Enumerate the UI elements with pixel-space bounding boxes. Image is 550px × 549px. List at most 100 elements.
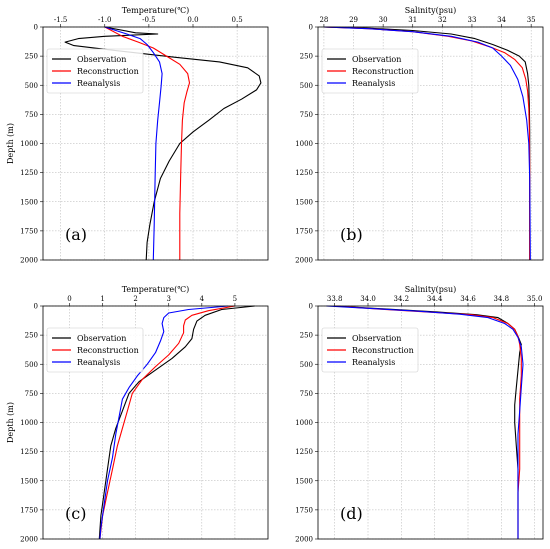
panel-d: 33.8 34.0 34.2 34.4 34.6 34.8 35.0 0 250 500 750 10…: [295, 285, 544, 544]
y-tick-label: 500: [25, 82, 38, 90]
legend-label: Reconstruction: [352, 67, 414, 76]
legend: Observation Reconstruction Reanalysis: [321, 327, 419, 373]
legend-label: Observation: [352, 334, 401, 343]
y-tick-label: 250: [25, 53, 38, 61]
y-tick-label: 750: [25, 111, 38, 119]
panel-label: (b): [340, 225, 363, 244]
y-tick-label: 1000: [20, 140, 38, 148]
series-line-observation: [98, 305, 255, 540]
y-tick-label: 1000: [20, 419, 38, 427]
legend-label: Observation: [352, 55, 401, 64]
x-axis-title: Salinity(psu): [405, 6, 456, 15]
legend-box: [46, 48, 144, 94]
series-line-reanalysis: [323, 26, 531, 261]
series-line-reanalysis: [104, 26, 163, 261]
y-tick-label: 250: [300, 53, 313, 61]
legend-box: [321, 48, 419, 94]
y-tick-label: 1250: [20, 448, 38, 456]
x-tick-label: 35: [527, 16, 536, 24]
legend-box: [321, 327, 419, 373]
y-tick-label: 750: [300, 390, 313, 398]
x-tick-label: 0: [67, 295, 71, 303]
x-axis-title: Salinity(psu): [405, 285, 456, 294]
x-tick-label: 29: [349, 16, 358, 24]
x-tick-label: 0.0: [187, 16, 198, 24]
y-tick-label: 1500: [20, 477, 38, 485]
y-tick-label: 500: [300, 361, 313, 369]
y-tick-label: 0: [309, 24, 313, 32]
series-line-reanalysis: [99, 305, 229, 540]
y-tick-label: 1000: [295, 419, 313, 427]
y-tick-label: 750: [25, 390, 38, 398]
panel-label: (d): [340, 504, 363, 523]
x-tick-label: 34.4: [427, 295, 443, 303]
x-tick-label: 28: [319, 16, 328, 24]
y-tick-label: 2000: [295, 536, 313, 544]
y-tick-label: 1750: [295, 227, 313, 235]
x-tick-label: 33.8: [327, 295, 343, 303]
y-tick-label: 1750: [20, 506, 38, 514]
legend-label: Observation: [77, 334, 126, 343]
legend: Observation Reconstruction Reanalysis: [46, 48, 144, 94]
x-tick-label: 4: [200, 295, 205, 303]
legend: Observation Reconstruction Reanalysis: [321, 48, 419, 94]
x-tick-label: 0.5: [232, 16, 243, 24]
panel-label: (c): [65, 504, 86, 523]
y-tick-label: 0: [34, 303, 38, 311]
x-tick-label: 34.8: [494, 295, 510, 303]
y-tick-label: 250: [300, 332, 313, 340]
x-tick-label: -1.5: [54, 16, 68, 24]
series-line-reconstruction: [99, 305, 235, 540]
x-axis-title: Temperature(℃): [122, 6, 190, 15]
x-tick-label: 32: [438, 16, 447, 24]
legend: Observation Reconstruction Reanalysis: [46, 327, 144, 373]
legend-label: Reconstruction: [352, 346, 414, 355]
y-tick-label: 250: [25, 332, 38, 340]
x-tick-label: -1.0: [98, 16, 112, 24]
y-tick-label: 500: [25, 361, 38, 369]
x-tick-label: 34.0: [360, 295, 376, 303]
y-tick-label: 2000: [20, 536, 38, 544]
y-tick-label: 1750: [20, 227, 38, 235]
y-tick-label: 1500: [295, 198, 313, 206]
y-tick-label: 1750: [295, 506, 313, 514]
y-tick-label: 1250: [20, 169, 38, 177]
x-tick-label: -0.5: [142, 16, 156, 24]
panel-a: -1.5 -1.0 -0.5 0.0 0.5 0 250 500 750 1000 1250 1500…: [6, 6, 269, 265]
y-tick-label: 500: [300, 82, 313, 90]
y-axis-title: Depth (m): [6, 402, 15, 443]
y-axis-title: Depth (m): [6, 123, 15, 164]
x-tick-label: 1: [100, 295, 104, 303]
panel-label: (a): [65, 225, 87, 244]
x-tick-label: 3: [167, 295, 171, 303]
x-tick-label: 34: [497, 16, 506, 24]
panel-c: 0 1 2 3 4 5 0 250 500 750 1000 1250 1500 1750 2000 Temp…: [6, 285, 269, 544]
y-tick-label: 1250: [295, 169, 313, 177]
y-tick-label: 0: [309, 303, 313, 311]
legend-label: Reanalysis: [77, 358, 120, 367]
legend-label: Reconstruction: [77, 346, 139, 355]
legend-label: Reanalysis: [352, 358, 395, 367]
x-tick-label: 5: [233, 295, 237, 303]
x-tick-label: 2: [133, 295, 137, 303]
y-tick-label: 2000: [295, 257, 313, 265]
y-tick-label: 1000: [295, 140, 313, 148]
y-tick-label: 750: [300, 111, 313, 119]
x-tick-label: 34.2: [394, 295, 410, 303]
y-tick-label: 2000: [20, 257, 38, 265]
series-line-reanalysis: [326, 305, 524, 539]
y-tick-label: 1500: [295, 477, 313, 485]
y-tick-label: 1250: [295, 448, 313, 456]
x-tick-label: 34.6: [460, 295, 476, 303]
y-tick-label: 1500: [20, 198, 38, 206]
series-line-observation: [64, 26, 262, 261]
x-axis-title: Temperature(℃): [122, 285, 190, 294]
x-tick-label: 35.0: [527, 295, 543, 303]
series-line-reconstruction: [104, 26, 191, 260]
x-tick-label: 31: [408, 16, 417, 24]
x-tick-label: 30: [379, 16, 388, 24]
legend-label: Reanalysis: [77, 79, 120, 88]
legend-label: Reconstruction: [77, 67, 139, 76]
x-tick-label: 33: [467, 16, 476, 24]
